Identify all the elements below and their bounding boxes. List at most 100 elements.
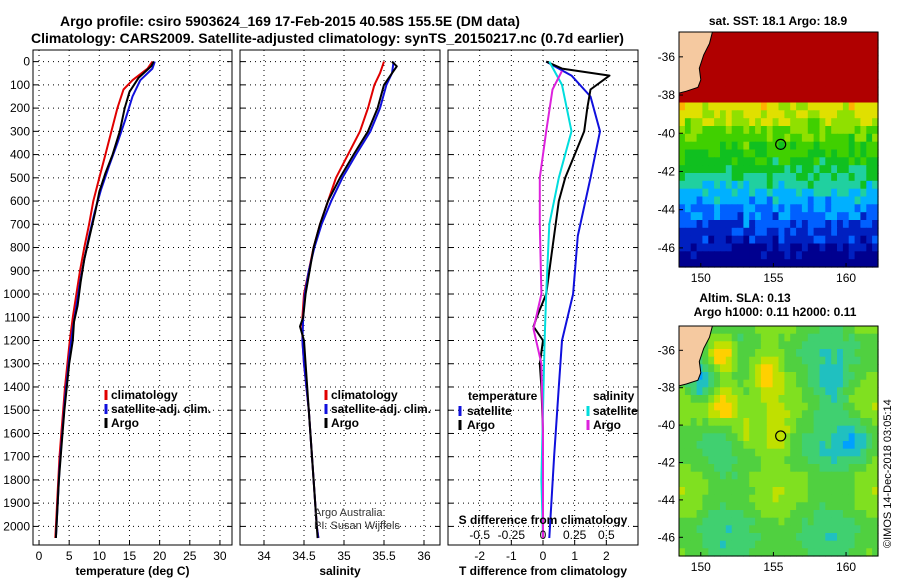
map-cell <box>749 102 756 111</box>
map-cell <box>837 510 844 519</box>
map-cell <box>848 456 856 465</box>
map-cell <box>772 510 780 519</box>
map-cell <box>679 180 686 190</box>
map-cell <box>749 517 756 526</box>
map-cell <box>825 47 832 57</box>
map-cell <box>737 259 744 268</box>
map-cell <box>813 86 821 96</box>
map-cell <box>679 425 686 434</box>
map-cell <box>702 548 709 557</box>
map-cell <box>766 333 774 342</box>
map-cell <box>819 165 826 174</box>
map-cell <box>702 379 709 388</box>
map-cell <box>755 32 762 41</box>
map-cell <box>696 133 704 143</box>
map-cell <box>872 204 879 213</box>
map-cell <box>708 333 715 342</box>
map-cell <box>837 533 844 542</box>
map-cell <box>831 118 838 127</box>
y-tick-label: 500 <box>10 171 30 185</box>
map-cell <box>737 410 744 419</box>
map-cell <box>684 126 692 135</box>
map-cell <box>760 133 768 143</box>
x-tick-label: 2 <box>603 549 610 563</box>
map-cell <box>772 540 780 549</box>
map-cell <box>731 149 739 158</box>
map-cell <box>702 220 709 229</box>
legend-header: salinity <box>593 389 635 403</box>
map-cell <box>778 188 785 198</box>
map-cell <box>801 227 809 237</box>
map-cell <box>749 510 756 519</box>
salinity-panel: 34 34.5 35 35.5 36salinityclimatologysatelli… <box>239 49 441 578</box>
map-cell <box>679 212 686 221</box>
map-cell <box>848 464 856 473</box>
map-cell <box>837 387 844 396</box>
map-cell <box>684 180 692 190</box>
map-cell <box>807 326 815 335</box>
map-cell <box>872 133 879 143</box>
map-cell <box>714 133 721 143</box>
map-cell <box>720 372 727 381</box>
map-cell <box>866 456 873 465</box>
map-cell <box>796 410 803 419</box>
map-cell <box>766 126 774 135</box>
map-cell <box>796 448 803 457</box>
map-cell <box>796 510 803 519</box>
map-cell <box>696 395 704 404</box>
map-cell <box>755 494 762 503</box>
map-cell <box>714 356 721 365</box>
map-cell <box>684 149 692 158</box>
map-cell <box>837 456 844 465</box>
map-cell <box>696 180 704 190</box>
map-cell <box>807 533 815 542</box>
map-cell <box>872 487 879 496</box>
map-cell <box>743 533 750 542</box>
map-cell <box>801 456 809 465</box>
map-cell <box>725 326 733 335</box>
map-cell <box>790 212 797 221</box>
map-cell <box>749 502 756 511</box>
map-cell <box>831 364 838 373</box>
map-cell <box>684 165 692 174</box>
map-cell <box>696 548 704 557</box>
map-cell <box>842 395 850 404</box>
legend-header: temperature <box>468 389 538 403</box>
map-cell <box>872 540 879 549</box>
map-cell <box>831 387 838 396</box>
top-tick-label: -0.25 <box>498 528 526 542</box>
map-cell <box>790 79 797 88</box>
map-cell <box>679 456 686 465</box>
map-cell <box>696 502 704 511</box>
map-cell <box>842 165 850 174</box>
map-cell <box>720 126 727 135</box>
map-cell <box>690 418 698 427</box>
map-cell <box>708 149 715 158</box>
x-tick-label: 160 <box>836 560 856 574</box>
map-cell <box>743 517 750 526</box>
map-cell <box>749 333 756 342</box>
map-cell <box>749 227 756 237</box>
x-tick-label: 30 <box>213 549 227 563</box>
map-cell <box>737 133 744 143</box>
map-cell <box>772 326 780 335</box>
map-cell <box>837 86 844 96</box>
legend-entry: satellite <box>467 404 512 418</box>
map-cell <box>837 448 844 457</box>
map-cell <box>860 63 867 72</box>
map-cell <box>714 464 721 473</box>
map-cell <box>725 333 733 342</box>
map-cell <box>872 471 879 480</box>
map-cell <box>743 540 750 549</box>
map-cell <box>690 402 698 411</box>
map-cell <box>743 235 750 245</box>
map-cell <box>690 379 698 388</box>
map-cell <box>872 235 879 245</box>
map-cell <box>690 188 698 198</box>
map-cell <box>842 126 850 135</box>
map-cell <box>778 487 785 496</box>
map-cell <box>825 479 832 488</box>
map-cell <box>866 479 873 488</box>
map-cell <box>801 441 809 450</box>
map-cell <box>796 548 803 557</box>
